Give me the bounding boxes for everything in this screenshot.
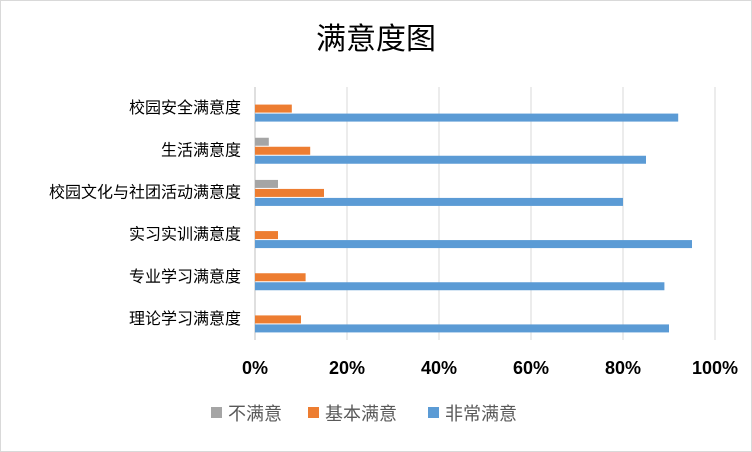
bar-very-4 <box>255 282 665 291</box>
x-tick-label: 40% <box>421 358 457 378</box>
legend-label: 非常满意 <box>445 404 517 425</box>
legend-label: 不满意 <box>228 404 282 425</box>
bar-unsatisfied-2 <box>255 179 278 188</box>
category-label: 理论学习满意度 <box>129 309 241 328</box>
bar-basic-5 <box>255 315 301 324</box>
bar-basic-2 <box>255 188 324 197</box>
bar-very-0 <box>255 113 679 122</box>
bar-very-2 <box>255 197 623 206</box>
chart-title: 满意度图 <box>316 22 436 57</box>
legend-swatch <box>308 407 319 418</box>
category-label: 生活满意度 <box>161 140 241 159</box>
x-tick-label: 60% <box>513 358 549 378</box>
bar-unsatisfied-1 <box>255 137 269 146</box>
bar-very-5 <box>255 324 669 333</box>
category-label: 校园文化与社团活动满意度 <box>49 182 241 201</box>
x-tick-label: 20% <box>329 358 365 378</box>
bar-very-3 <box>255 240 692 249</box>
category-label: 校园安全满意度 <box>129 98 241 117</box>
x-tick-label: 80% <box>605 358 641 378</box>
category-label: 专业学习满意度 <box>129 267 241 286</box>
bar-basic-1 <box>255 146 311 155</box>
bar-basic-0 <box>255 104 292 113</box>
x-tick-label: 0% <box>242 358 268 378</box>
legend-swatch <box>428 407 439 418</box>
bar-basic-3 <box>255 231 278 240</box>
bar-basic-4 <box>255 273 306 282</box>
legend-label: 基本满意 <box>325 404 397 425</box>
bar-very-1 <box>255 155 646 164</box>
x-tick-label: 100% <box>692 358 738 378</box>
legend-swatch <box>211 407 222 418</box>
category-label: 实习实训满意度 <box>129 225 241 244</box>
